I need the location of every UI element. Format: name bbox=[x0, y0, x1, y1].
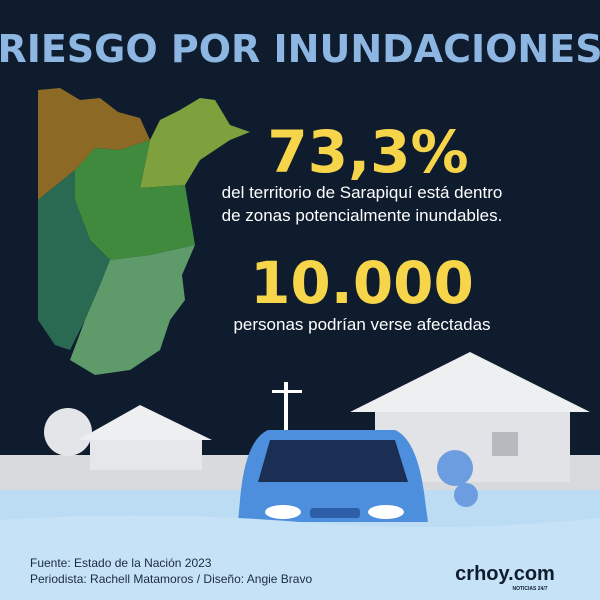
map-region bbox=[38, 170, 110, 350]
bush bbox=[44, 408, 92, 456]
headlight bbox=[368, 505, 404, 519]
pole-bar bbox=[272, 390, 302, 393]
bush bbox=[437, 450, 473, 486]
bush bbox=[454, 483, 478, 507]
map bbox=[38, 88, 250, 375]
stat-description: personas podrían verse afectadas bbox=[233, 315, 490, 334]
stat-value: 10.000 bbox=[250, 249, 474, 317]
scene bbox=[0, 352, 600, 600]
stat-description: del territorio de Sarapiquí está dentro bbox=[222, 183, 503, 202]
house bbox=[90, 440, 202, 470]
house-roof bbox=[78, 405, 212, 440]
logo: crhoy.com bbox=[455, 563, 555, 585]
grille bbox=[310, 508, 360, 518]
map-region bbox=[75, 140, 195, 260]
stat-value: 73,3% bbox=[267, 118, 468, 186]
map-region bbox=[140, 98, 250, 188]
map-region bbox=[70, 245, 195, 375]
map-region bbox=[38, 88, 150, 200]
headlight bbox=[265, 505, 301, 519]
logo-tagline: NOTICIAS 24/7 bbox=[512, 586, 547, 592]
credits: Periodista: Rachell Matamoros / Diseño: … bbox=[30, 572, 312, 586]
source: Fuente: Estado de la Nación 2023 bbox=[30, 556, 212, 570]
house-roof bbox=[350, 352, 590, 412]
car-windshield bbox=[258, 440, 408, 482]
title: RIESGO POR INUNDACIONES bbox=[0, 27, 600, 71]
window bbox=[492, 432, 518, 456]
water-front bbox=[0, 515, 600, 600]
stat-description: de zonas potencialmente inundables. bbox=[222, 206, 503, 225]
pole bbox=[284, 382, 288, 432]
